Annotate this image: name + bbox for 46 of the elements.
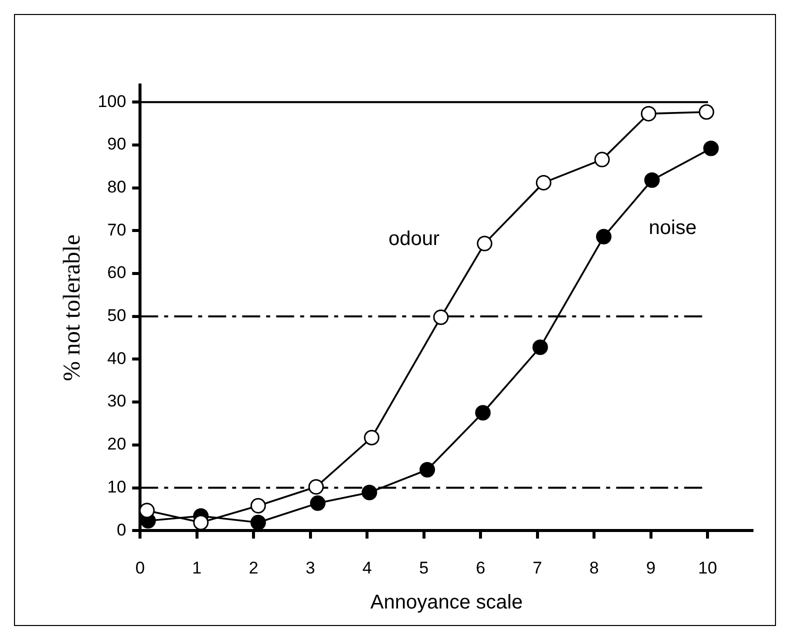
y-tick-label: 80 [107,178,126,197]
y-tick-label: 30 [107,392,126,411]
y-axis-title: % not tolerable [60,234,86,382]
y-tick-label: 40 [107,348,126,368]
point [594,152,610,168]
point [310,495,326,511]
point [703,140,719,156]
point [475,405,491,421]
point [420,462,436,478]
point [193,514,209,530]
point [250,498,266,514]
point [362,484,378,500]
point [140,502,155,518]
point [532,339,548,355]
x-tick-label: 6 [476,558,486,578]
series-label: odour [388,228,440,250]
y-tick-label: 20 [107,434,126,454]
y-tick-label: 90 [107,134,126,154]
point [250,514,266,530]
y-tick-label: 50 [107,306,126,326]
x-tick-label: 4 [362,558,372,578]
x-tick-label: 9 [646,558,656,578]
point [640,106,656,122]
x-tick-label: 7 [532,558,542,578]
point [536,174,552,190]
point [308,479,324,495]
series-label: noise [648,217,697,240]
point [596,228,612,244]
point [698,104,714,120]
y-tick-label: 0 [116,520,126,540]
point [644,172,660,188]
x-tick-label: 1 [192,558,202,578]
x-tick-label: 3 [306,558,316,578]
x-tick-label: 8 [589,558,599,578]
point [433,309,449,325]
y-tick-label: 60 [107,263,126,282]
x-axis-title: Annoyance scale [370,592,523,614]
x-tick-label: 0 [135,558,145,578]
x-tick-label: 5 [419,558,429,578]
x-tick-label: 2 [248,558,258,578]
y-tick-label: 10 [107,477,126,496]
y-tick-label: 70 [107,220,126,240]
y-tick-label: 100 [98,92,126,111]
x-tick-label: 10 [698,558,718,578]
point [364,430,380,446]
point [476,236,492,252]
